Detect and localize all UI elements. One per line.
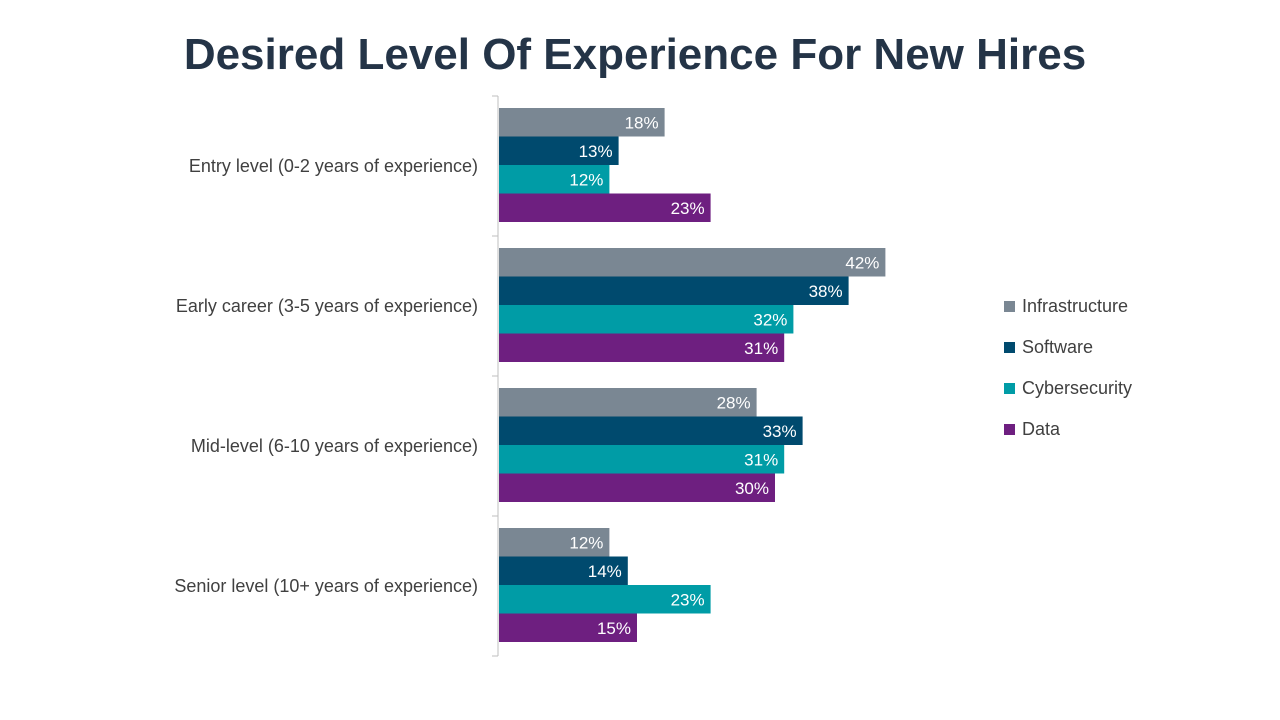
legend-label: Infrastructure [1022,296,1129,316]
bar-software [499,416,803,445]
data-label: 12% [569,170,603,189]
category-label: Mid-level (6-10 years of experience) [191,436,478,456]
bar-cybersecurity [499,445,785,474]
bar-software [499,276,849,305]
legend-item-infrastructure: Infrastructure [1004,286,1132,327]
legend-swatch [1004,301,1015,312]
data-label: 23% [671,590,705,609]
bar-cybersecurity [499,165,610,194]
data-label: 33% [763,422,797,441]
legend-swatch [1004,342,1015,353]
data-label: 32% [753,310,787,329]
bar-software [499,136,619,165]
data-label: 23% [671,199,705,218]
data-label: 13% [579,142,613,161]
legend-label: Software [1022,337,1094,357]
category-label: Entry level (0-2 years of experience) [189,156,478,176]
bar-data [499,193,711,222]
data-label: 12% [569,533,603,552]
data-label: 31% [744,339,778,358]
category-label: Early career (3-5 years of experience) [176,296,478,316]
data-label: 18% [625,113,659,132]
bar-software [499,556,628,585]
bar-infrastructure [499,248,886,277]
chart-legend: Infrastructure Software Cybersecurity Data [1004,286,1132,450]
data-label: 31% [744,450,778,469]
data-label: 42% [845,253,879,272]
legend-label: Data [1022,419,1061,439]
bar-data [499,333,785,362]
legend-item-software: Software [1004,327,1132,368]
legend-swatch [1004,383,1015,394]
bar-infrastructure [499,108,665,137]
legend-item-cybersecurity: Cybersecurity [1004,368,1132,409]
data-label: 38% [809,282,843,301]
bar-infrastructure [499,388,757,417]
bar-cybersecurity [499,305,794,334]
legend-item-data: Data [1004,409,1132,450]
data-label: 30% [735,479,769,498]
legend-label: Cybersecurity [1022,378,1133,398]
bar-cybersecurity [499,585,711,614]
bar-data [499,473,775,502]
data-label: 14% [588,562,622,581]
bar-infrastructure [499,528,610,557]
data-label: 15% [597,619,631,638]
bar-data [499,613,637,642]
data-label: 28% [717,393,751,412]
chart-title: Desired Level Of Experience For New Hire… [183,30,1087,79]
category-label: Senior level (10+ years of experience) [174,576,478,596]
legend-swatch [1004,424,1015,435]
